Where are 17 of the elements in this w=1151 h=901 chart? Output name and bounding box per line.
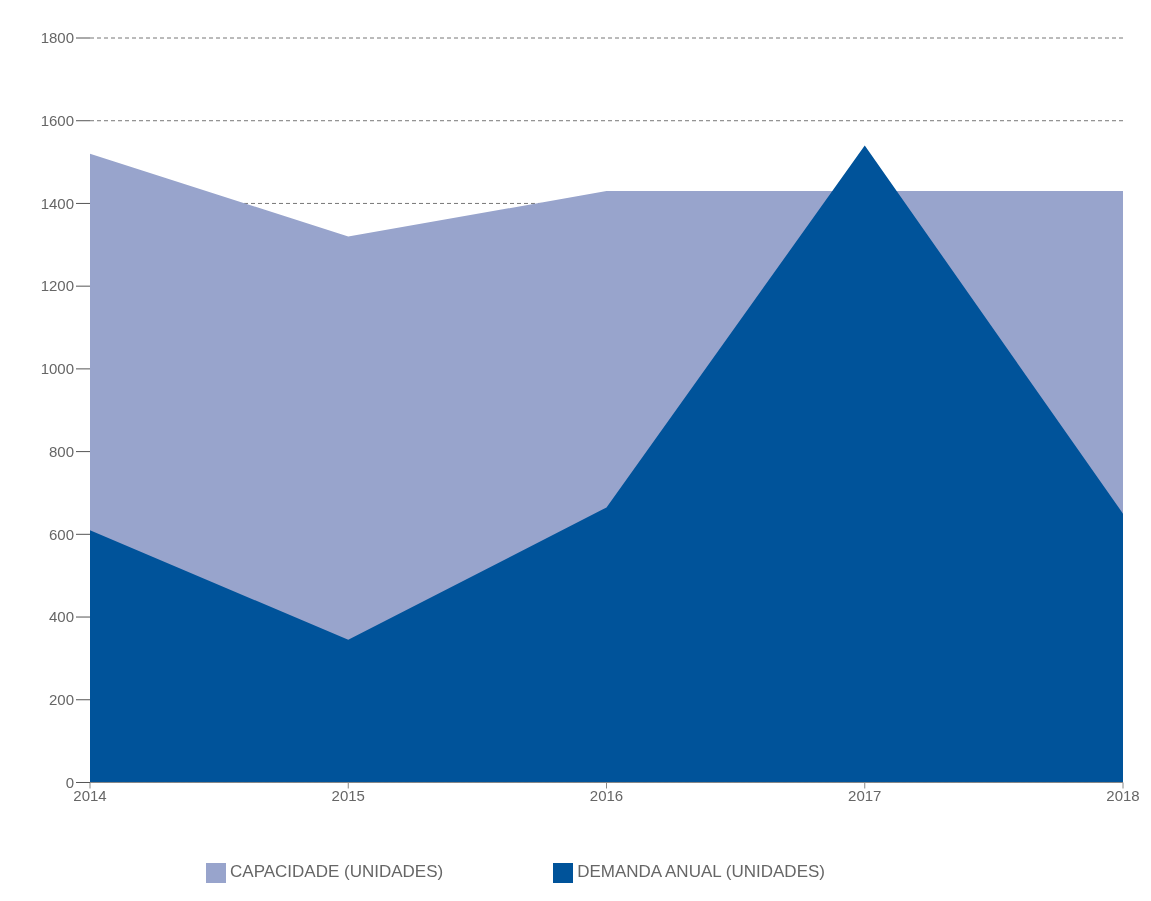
y-tick-label: 1000 xyxy=(40,360,74,378)
x-tick-label: 2016 xyxy=(589,787,624,805)
y-tick-label: 1600 xyxy=(40,112,74,130)
y-tick-label: 800 xyxy=(48,442,74,460)
x-tick-label: 2015 xyxy=(331,787,365,805)
y-tick-label: 1800 xyxy=(40,29,74,47)
y-tick-label: 1200 xyxy=(40,277,74,295)
y-tick-label: 1400 xyxy=(40,194,74,212)
y-tick-label: 0 xyxy=(65,773,74,791)
x-tick-label: 2018 xyxy=(1106,787,1140,805)
legend-label: CAPACIDADE (UNIDADES) xyxy=(230,862,444,882)
y-tick-label: 200 xyxy=(48,691,74,709)
x-tick-label: 2017 xyxy=(848,787,882,805)
y-tick-label: 400 xyxy=(48,608,74,626)
legend-label: DEMANDA ANUAL (UNIDADES) xyxy=(577,862,825,882)
x-tick-label: 2014 xyxy=(73,787,107,805)
y-tick-label: 600 xyxy=(48,525,74,543)
